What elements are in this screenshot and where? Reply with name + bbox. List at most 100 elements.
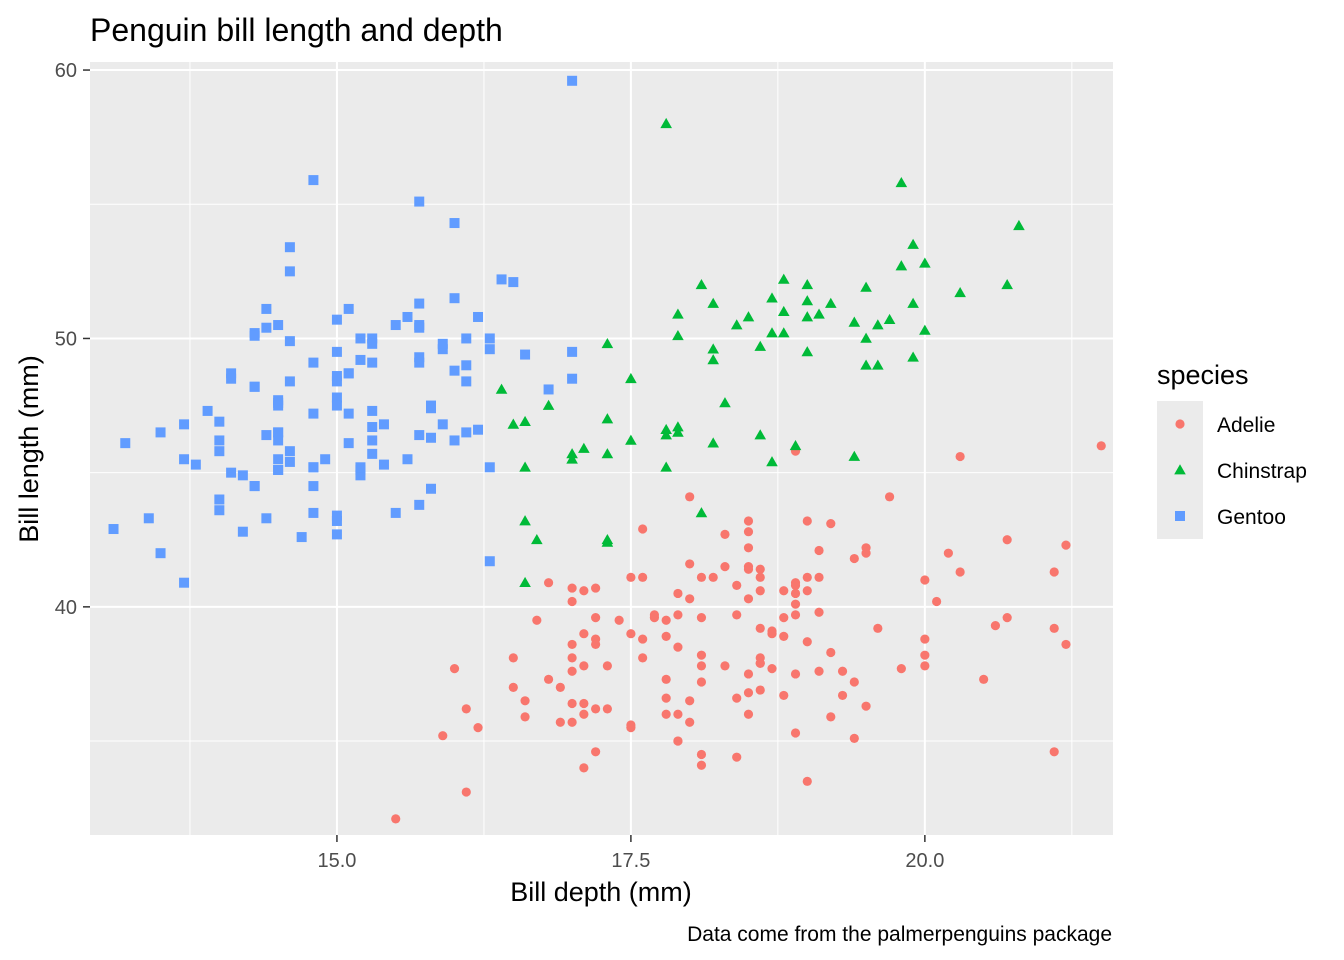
data-point-adelie — [673, 709, 683, 719]
data-point-gentoo — [449, 218, 460, 229]
data-point-chinstrap — [766, 292, 778, 303]
data-point-chinstrap — [625, 372, 637, 384]
data-point-adelie — [696, 677, 707, 687]
data-point-gentoo — [237, 526, 248, 537]
data-point-gentoo — [567, 346, 578, 357]
data-point-adelie — [696, 661, 707, 671]
data-point-gentoo — [367, 405, 378, 416]
data-point-adelie — [1049, 567, 1059, 577]
data-point-chinstrap — [777, 305, 790, 316]
data-point-gentoo — [367, 333, 378, 344]
data-point-adelie — [755, 564, 765, 574]
data-point-gentoo — [343, 438, 354, 449]
legend-label-adelie: Adelie — [1217, 414, 1275, 437]
data-point-adelie — [755, 623, 765, 633]
data-point-gentoo — [320, 454, 331, 465]
data-point-gentoo — [284, 376, 295, 387]
data-points — [108, 75, 1106, 824]
data-point-chinstrap — [578, 442, 590, 453]
data-point-adelie — [732, 693, 742, 703]
data-point-adelie — [532, 615, 542, 625]
x-tick-label: 17.5 — [611, 850, 650, 872]
data-point-chinstrap — [566, 453, 578, 464]
data-point-adelie — [579, 661, 589, 671]
y-axis-label: Bill length (mm) — [14, 355, 44, 543]
data-point-adelie — [567, 639, 577, 650]
data-point-chinstrap — [672, 426, 684, 437]
data-point-adelie — [567, 596, 577, 607]
data-point-adelie — [767, 663, 777, 674]
data-point-adelie — [555, 717, 565, 727]
data-point-adelie — [826, 647, 836, 658]
data-point-gentoo — [179, 577, 190, 588]
data-point-adelie — [543, 674, 554, 684]
data-point-chinstrap — [660, 423, 672, 435]
data-point-gentoo — [437, 344, 448, 355]
data-point-adelie — [720, 661, 730, 671]
data-point-gentoo — [449, 293, 460, 304]
data-point-gentoo — [508, 277, 519, 288]
data-point-adelie — [638, 572, 648, 582]
data-point-chinstrap — [907, 238, 919, 249]
data-point-gentoo — [355, 462, 366, 473]
data-point-adelie — [1002, 612, 1012, 623]
data-point-adelie — [626, 720, 636, 730]
data-point-chinstrap — [660, 429, 672, 440]
minor-gridlines — [90, 62, 1113, 835]
data-point-gentoo — [214, 416, 225, 427]
data-point-chinstrap — [507, 418, 520, 429]
data-point-adelie — [755, 572, 765, 582]
data-point-gentoo — [155, 427, 166, 438]
data-point-gentoo — [331, 400, 342, 411]
data-point-adelie — [732, 580, 742, 590]
data-point-chinstrap — [766, 456, 778, 467]
data-point-chinstrap — [789, 440, 802, 451]
data-point-adelie — [685, 594, 695, 604]
data-point-adelie — [661, 631, 671, 641]
data-point-gentoo — [461, 360, 472, 371]
data-point-chinstrap — [907, 351, 919, 362]
data-point-gentoo — [484, 333, 495, 344]
data-point-adelie — [955, 451, 965, 462]
data-point-gentoo — [567, 373, 578, 384]
legend-title: species — [1157, 360, 1249, 390]
data-point-chinstrap — [707, 354, 720, 365]
data-point-adelie — [638, 524, 648, 534]
data-point-gentoo — [461, 333, 472, 344]
data-point-adelie — [591, 639, 601, 650]
data-point-gentoo — [484, 344, 495, 355]
data-point-gentoo — [367, 338, 378, 349]
data-point-adelie — [837, 690, 848, 701]
data-point-chinstrap — [672, 308, 684, 319]
data-point-chinstrap — [495, 383, 508, 394]
data-point-adelie — [732, 752, 742, 762]
data-point-gentoo — [484, 556, 495, 567]
data-point-adelie — [720, 529, 730, 539]
data-point-gentoo — [273, 320, 284, 331]
data-point-gentoo — [202, 405, 213, 416]
data-point-chinstrap — [860, 359, 872, 370]
data-point-adelie — [673, 610, 683, 620]
data-point-chinstrap — [519, 515, 531, 526]
chart-caption: Data come from the palmerpenguins packag… — [687, 923, 1112, 946]
data-point-adelie — [837, 666, 848, 676]
data-point-gentoo — [567, 75, 578, 86]
data-point-gentoo — [308, 175, 319, 186]
data-point-gentoo — [237, 470, 248, 481]
data-point-gentoo — [226, 373, 237, 384]
data-point-gentoo — [367, 448, 378, 459]
data-point-gentoo — [331, 392, 342, 403]
data-point-gentoo — [308, 357, 319, 368]
data-point-gentoo — [367, 435, 378, 446]
data-point-adelie — [802, 776, 812, 786]
data-point-adelie — [732, 610, 742, 620]
data-point-gentoo — [355, 333, 366, 344]
data-point-adelie — [614, 615, 624, 625]
data-point-adelie — [873, 623, 883, 633]
legend-key-gentoo — [1175, 511, 1185, 521]
data-point-adelie — [814, 545, 824, 556]
data-point-adelie — [743, 669, 754, 679]
data-point-adelie — [567, 717, 577, 727]
data-point-chinstrap — [801, 311, 814, 322]
data-point-adelie — [567, 666, 577, 676]
